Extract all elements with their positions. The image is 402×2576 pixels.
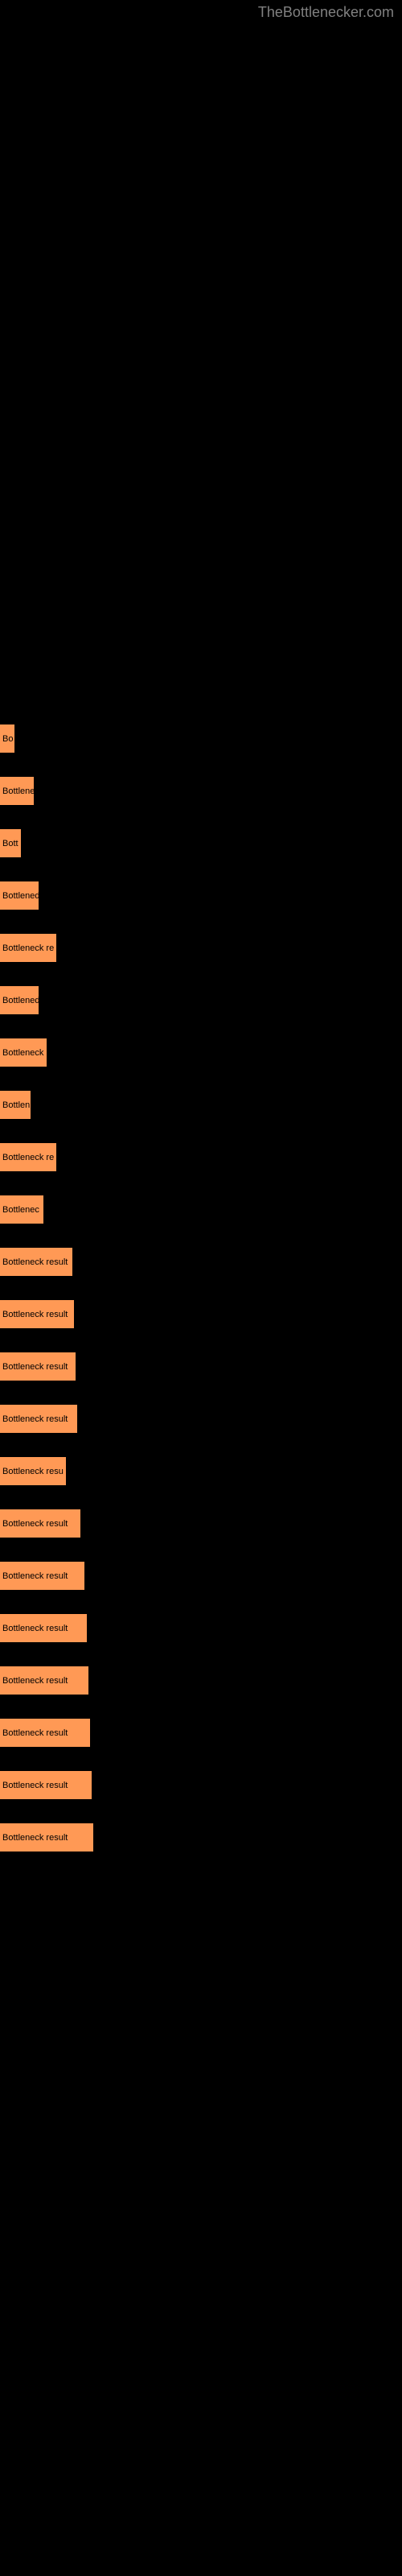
bar-row: Bottleneck result — [0, 1352, 402, 1381]
bar-row: Bottleneck result — [0, 1666, 402, 1695]
bar-row: Bottleneck result — [0, 1823, 402, 1852]
bar-row: Bottleneck result — [0, 1562, 402, 1590]
bar: Bottlene — [0, 777, 34, 805]
bar-row: Bottleneck resu — [0, 1457, 402, 1485]
bar: Bottleneck result — [0, 1248, 72, 1276]
bar: Bottlened — [0, 881, 39, 910]
bar: Bottleneck re — [0, 1143, 56, 1171]
watermark-text: TheBottlenecker.com — [258, 4, 394, 21]
bar: Bottleneck resu — [0, 1457, 66, 1485]
bar: Bottleneck result — [0, 1614, 87, 1642]
bar-row: Bottleneck result — [0, 1405, 402, 1433]
bar-row: Bottleneck result — [0, 1300, 402, 1328]
bar-row: Bottleneck result — [0, 1614, 402, 1642]
bar: Bottleneck result — [0, 1666, 88, 1695]
bar: Bottleneck — [0, 1038, 47, 1067]
bar: Bottleneck result — [0, 1823, 93, 1852]
bar: Bottleneck result — [0, 1405, 77, 1433]
bar-row: Bottlene — [0, 777, 402, 805]
bar-row: Bottleneck result — [0, 1248, 402, 1276]
bar-row: Bottleneck result — [0, 1509, 402, 1538]
bar-row: Bottlened — [0, 986, 402, 1014]
bar: Bott — [0, 829, 21, 857]
bar-row: Bott — [0, 829, 402, 857]
bar-row: Bottlenec — [0, 1195, 402, 1224]
bar-row: Bottleneck — [0, 1038, 402, 1067]
bar: Bottleneck result — [0, 1509, 80, 1538]
bar: Bottleneck result — [0, 1300, 74, 1328]
bar: Bottleneck result — [0, 1352, 76, 1381]
bar-row: Bottleneck re — [0, 1143, 402, 1171]
bar: Bottleneck result — [0, 1719, 90, 1747]
bar-row: Bo — [0, 724, 402, 753]
bar: Bottlen — [0, 1091, 31, 1119]
bar: Bottleneck re — [0, 934, 56, 962]
chart-container: Bo Bottlene Bott Bottlened Bottleneck re Bott… — [0, 0, 402, 1892]
bar-row: Bottleneck re — [0, 934, 402, 962]
bar-row: Bottleneck result — [0, 1771, 402, 1799]
bar: Bottleneck result — [0, 1562, 84, 1590]
bar: Bo — [0, 724, 14, 753]
bar: Bottlenec — [0, 1195, 43, 1224]
bar: Bottleneck result — [0, 1771, 92, 1799]
bar-row: Bottlen — [0, 1091, 402, 1119]
bar-row: Bottleneck result — [0, 1719, 402, 1747]
bar-row: Bottlened — [0, 881, 402, 910]
bar: Bottlened — [0, 986, 39, 1014]
